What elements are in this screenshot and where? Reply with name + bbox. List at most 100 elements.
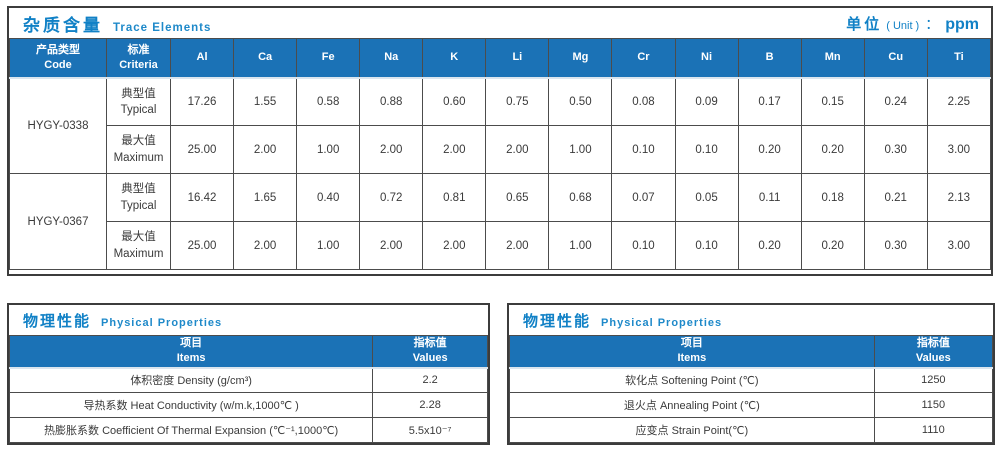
value-cell: 1.55 (233, 77, 298, 126)
value-cell: 1.00 (296, 125, 361, 174)
criteria-maximum: 最大值 Maximum (106, 221, 171, 270)
product-code: HYGY-0367 (9, 173, 107, 270)
criteria-maximum-en: Maximum (113, 151, 164, 164)
col-header-na: Na (359, 38, 424, 79)
col-header-criteria: 标准 Criteria (106, 38, 171, 79)
table-row-density: 体积密度 Density (g/cm³) 2.2 (8, 367, 488, 393)
col-header-values: 指标值 Values (873, 335, 994, 369)
criteria-typical-zh: 典型值 (121, 87, 156, 100)
table-row-0338-typical: HYGY-0338 典型值 Typical 17.26 1.55 0.58 0.… (9, 77, 992, 174)
value-cell: 1.00 (548, 125, 613, 174)
value-cell: 2.00 (233, 125, 298, 174)
value-cell: 0.05 (674, 173, 739, 222)
col-header-items: 项目 Items (509, 335, 875, 369)
criteria-typical: 典型值 Typical (106, 173, 171, 222)
value-cell: 0.17 (737, 77, 802, 126)
trace-elements-header: 杂质含量 Trace Elements 单位 ( Unit ) ： ppm (9, 8, 991, 38)
col-header-mn: Mn (800, 38, 865, 79)
value-cell: 2.13 (926, 173, 992, 222)
col-header-values-en: Values (915, 352, 951, 365)
col-header-items-en: Items (677, 352, 707, 365)
trace-elements-table: 产品类型 Code 标准 Criteria Al Ca Fe Na K Li M… (9, 38, 992, 270)
value-cell: 2.00 (233, 221, 298, 270)
col-header-items: 项目 Items (8, 335, 374, 369)
trace-header-row: 产品类型 Code 标准 Criteria Al Ca Fe Na K Li M… (9, 38, 992, 79)
criteria-typical-en: Typical (120, 103, 157, 116)
phys-title-zh: 物理性能 (523, 312, 592, 330)
value-cell: 0.88 (359, 77, 424, 126)
value-cell: 0.15 (800, 77, 865, 126)
value-cell: 0.07 (611, 173, 676, 222)
value-cell: 0.65 (485, 173, 550, 222)
value-cell: 0.30 (863, 125, 928, 174)
value-cell: 0.18 (800, 173, 865, 222)
value-cell: 0.20 (800, 221, 865, 270)
value-cell: 25.00 (169, 221, 235, 270)
value-cell: 0.75 (485, 77, 550, 126)
physical-properties-title: 物理性能 Physical Properties (23, 310, 222, 331)
property-value: 2.2 (372, 367, 488, 393)
table-row-softening-point: 软化点 Softening Point (℃) 1250 (509, 367, 994, 393)
criteria-maximum-zh: 最大值 (121, 231, 156, 244)
col-header-cu: Cu (863, 38, 928, 79)
value-cell: 2.00 (359, 125, 424, 174)
property-value: 1110 (873, 417, 994, 443)
col-header-b: B (737, 38, 802, 79)
col-header-values-zh: 指标值 (413, 337, 447, 350)
unit-separator: ： (925, 15, 940, 32)
value-cell: 2.00 (359, 221, 424, 270)
value-cell: 0.10 (611, 221, 676, 270)
criteria-typical-zh: 典型值 (121, 183, 156, 196)
value-cell: 0.20 (737, 221, 802, 270)
value-cell: 0.10 (611, 125, 676, 174)
col-header-cr: Cr (611, 38, 676, 79)
col-header-li: Li (485, 38, 550, 79)
value-cell: 2.00 (485, 221, 550, 270)
unit-label-en: ( Unit ) (886, 19, 920, 32)
value-cell: 0.08 (611, 77, 676, 126)
criteria-typical: 典型值 Typical (106, 77, 171, 126)
phys-title-en: Physical Properties (601, 316, 723, 329)
col-header-items-zh: 项目 (180, 337, 203, 350)
product-code: HYGY-0338 (9, 77, 107, 174)
value-cell: 2.00 (422, 125, 487, 174)
col-header-criteria-zh: 标准 (127, 43, 150, 56)
value-cell: 0.81 (422, 173, 487, 222)
physical-properties-title: 物理性能 Physical Properties (523, 310, 722, 331)
col-header-values: 指标值 Values (372, 335, 488, 369)
value-cell: 2.00 (485, 125, 550, 174)
col-header-criteria-en: Criteria (119, 58, 158, 71)
col-header-ni: Ni (674, 38, 739, 79)
table-row-annealing-point: 退火点 Annealing Point (℃) 1150 (509, 392, 994, 418)
property-item: 热膨胀系数 Coefficient Of Thermal Expansion (… (8, 417, 374, 443)
value-cell: 0.68 (548, 173, 613, 222)
value-cell: 17.26 (169, 77, 235, 126)
unit-label-zh: 单位 (846, 15, 883, 33)
physical-properties-header: 物理性能 Physical Properties (509, 305, 993, 335)
phys-title-en: Physical Properties (101, 316, 223, 329)
col-header-code-zh: 产品类型 (36, 43, 80, 56)
table-row-0338-maximum: 最大值 Maximum 25.00 2.00 1.00 2.00 2.00 2.… (10, 125, 992, 174)
col-header-k: K (422, 38, 487, 79)
value-cell: 0.20 (737, 125, 802, 174)
col-header-al: Al (169, 38, 235, 79)
criteria-maximum-en: Maximum (113, 247, 164, 260)
trace-title-en: Trace Elements (113, 21, 212, 34)
col-header-ti: Ti (926, 38, 992, 79)
unit-value: ppm (945, 15, 979, 33)
table-row-heat-conductivity: 导热系数 Heat Conductivity (w/m.k,1000℃ ) 2.… (8, 392, 488, 418)
value-cell: 0.30 (863, 221, 928, 270)
value-cell: 1.00 (296, 221, 361, 270)
physical-properties-header: 物理性能 Physical Properties (9, 305, 488, 335)
property-value: 5.5x10⁻⁷ (372, 417, 488, 443)
property-item: 退火点 Annealing Point (℃) (509, 392, 875, 418)
value-cell: 0.72 (359, 173, 424, 222)
value-cell: 0.10 (674, 221, 739, 270)
value-cell: 0.40 (296, 173, 361, 222)
property-value: 2.28 (372, 392, 488, 418)
value-cell: 1.65 (233, 173, 298, 222)
value-cell: 0.50 (548, 77, 613, 126)
col-header-items-en: Items (176, 352, 206, 365)
unit-label: 单位 ( Unit ) ： ppm (846, 13, 979, 34)
criteria-maximum: 最大值 Maximum (106, 125, 171, 174)
